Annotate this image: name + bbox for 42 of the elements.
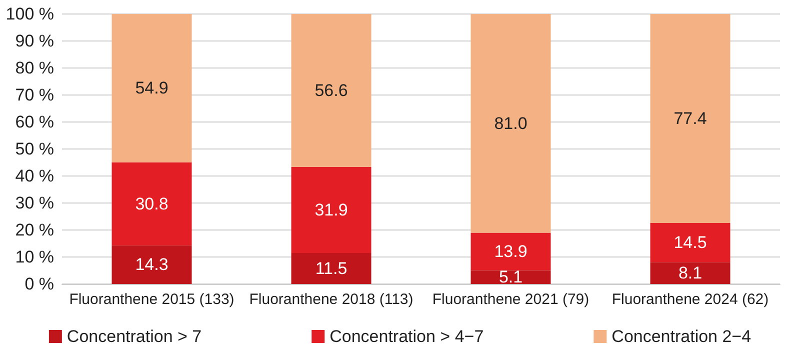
x-tick-label: Fluoranthene 2021 (79) <box>432 291 590 308</box>
bar <box>650 222 730 262</box>
y-tick-label: 80 % <box>15 58 54 78</box>
bar <box>291 14 372 167</box>
y-tick-label: 10 % <box>15 248 54 266</box>
bar <box>291 166 372 253</box>
y-tick-label: 70 % <box>15 86 54 104</box>
y-tick-label: 100 % <box>6 4 54 24</box>
bar <box>291 252 372 284</box>
bar <box>112 162 192 246</box>
y-tick-label: 30 % <box>15 194 54 212</box>
data-label: 54.9 <box>135 78 168 98</box>
legend-label: Concentration > 7 <box>66 327 202 346</box>
bar <box>470 270 551 284</box>
data-label: 81.0 <box>494 114 528 133</box>
y-tick-label: 20 % <box>15 220 54 240</box>
data-label: 13.9 <box>494 242 528 261</box>
x-tick-label: Fluoranthene 2018 (113) <box>249 291 414 308</box>
data-label: 14.5 <box>674 233 707 252</box>
bar <box>112 14 192 162</box>
data-label: 5.1 <box>498 268 523 287</box>
bar <box>650 14 730 223</box>
legend-label: Concentration > 4−7 <box>330 327 484 346</box>
y-tick-label: 60 % <box>15 112 54 132</box>
legend-label: Concentration 2−4 <box>612 327 752 346</box>
bar <box>650 262 730 284</box>
data-label: 11.5 <box>315 258 348 278</box>
data-label: 30.8 <box>135 194 168 214</box>
bar <box>112 245 192 284</box>
x-tick-label: Fluoranthene 2024 (62) <box>612 291 769 308</box>
data-label: 56.6 <box>314 80 348 100</box>
data-label: 8.1 <box>678 264 702 283</box>
bar <box>470 14 551 233</box>
data-label: 14.3 <box>135 255 168 274</box>
y-tick-label: 0 % <box>24 274 54 294</box>
y-tick-label: 50 % <box>15 140 54 158</box>
y-tick-label: 90 % <box>15 32 54 50</box>
data-label: 77.4 <box>674 108 707 128</box>
data-label: 31.9 <box>314 200 348 220</box>
y-tick-label: 40 % <box>15 166 54 186</box>
bar <box>470 232 551 270</box>
x-tick-label: Fluoranthene 2015 (133) <box>69 291 234 308</box>
